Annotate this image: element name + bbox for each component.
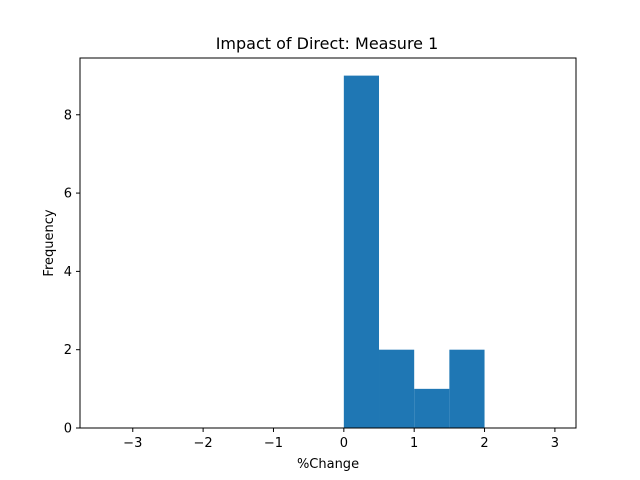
x-axis-label: %Change [297,457,359,472]
x-tick-label: −2 [194,436,213,451]
x-tick-label: 0 [340,436,348,451]
histogram-bar [449,349,485,428]
histogram-bar [414,388,450,428]
chart-title: Impact of Direct: Measure 1 [216,34,439,53]
y-tick-label: 0 [64,422,72,437]
plot-area-frame [79,57,577,429]
x-axis-ticks: −3 −2 −1 0 1 2 3 [123,428,559,451]
x-tick-label: 2 [480,436,488,451]
x-tick-label: 3 [551,436,559,451]
y-tick-label: 4 [64,265,72,280]
y-axis-label: Frequency [42,209,57,276]
bars [343,75,485,429]
x-tick-label: −1 [264,436,283,451]
histogram-bar [343,75,380,429]
y-tick-label: 6 [64,187,72,202]
x-tick-label: 1 [410,436,418,451]
y-tick-label: 2 [64,343,72,358]
histogram-bar [379,349,415,428]
y-tick-label: 8 [64,108,72,123]
x-tick-label: −3 [123,436,142,451]
y-axis-ticks: 0 2 4 6 8 [64,108,80,437]
